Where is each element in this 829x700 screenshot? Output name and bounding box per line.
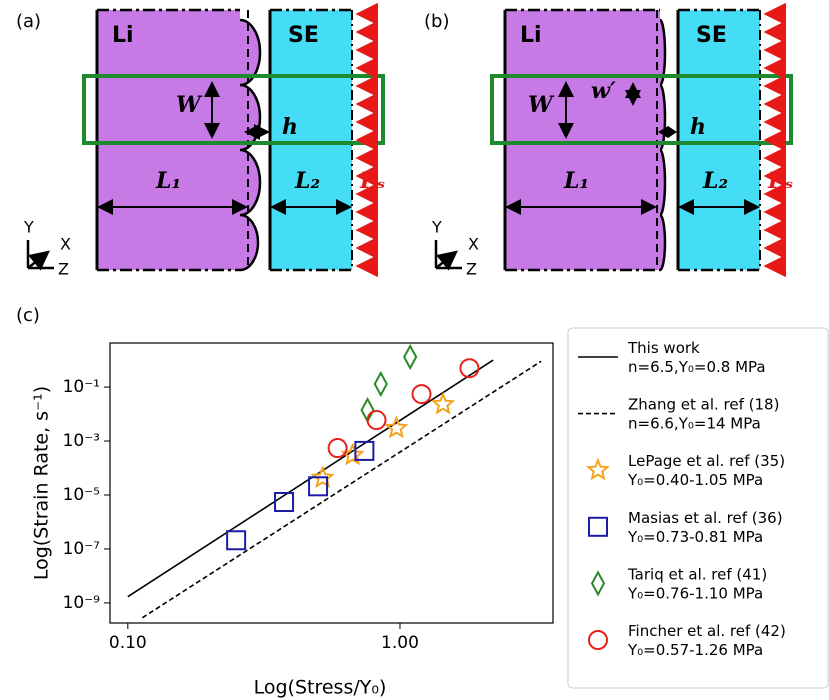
y-tick-label: 10⁻¹ [63, 377, 100, 397]
y-axis-label: Log(Strain Rate, s⁻¹) [31, 386, 53, 580]
panel-label: (a) [16, 11, 41, 32]
legend-label: LePage et al. ref (35)Y₀=0.40-1.05 MPa [627, 452, 785, 489]
label-ps: Pₛ [767, 168, 794, 194]
label-se: SE [288, 23, 319, 48]
circle-marker [460, 359, 478, 377]
label-w: W [528, 92, 555, 118]
x-tick-label: 0.10 [109, 633, 147, 653]
y-tick-label: 10⁻³ [63, 431, 100, 451]
figure: (a) W h L₁ L₂ Pₛ Li SE Y X Z (b) W w′ h … [0, 0, 829, 700]
panel-label: (b) [424, 11, 449, 32]
diamond-marker [375, 373, 387, 395]
circle-marker [413, 385, 431, 403]
panel-b: (b) W w′ h L₁ L₂ Pₛ Li SE Y X Z [424, 10, 794, 279]
circle-marker [368, 411, 386, 429]
y-tick-label: 10⁻⁷ [63, 539, 101, 559]
axis-x: X [468, 235, 479, 254]
chart: (c) Log(Stress/Y₀) Log(Strain Rate, s⁻¹)… [16, 305, 828, 699]
fit-line [128, 360, 493, 597]
x-axis-label: Log(Stress/Y₀) [254, 677, 387, 699]
axis-x: X [60, 235, 71, 254]
y-tick-label: 10⁻⁵ [63, 485, 100, 505]
label-l1: L₁ [563, 168, 589, 194]
circle-marker [329, 439, 347, 457]
diamond-marker [404, 346, 416, 368]
axes-icon [436, 240, 462, 268]
axis-z: Z [466, 260, 477, 279]
label-ps: Pₛ [359, 168, 386, 194]
label-l2: L₂ [294, 168, 320, 194]
label-l2: L₂ [702, 168, 728, 194]
label-l1: L₁ [155, 168, 181, 194]
label-w: W [176, 92, 203, 118]
fit-line [142, 361, 541, 618]
label-li: Li [520, 23, 542, 48]
li-region [505, 10, 665, 270]
se-region [270, 10, 352, 270]
se-region [678, 10, 760, 270]
axis-z: Z [58, 260, 69, 279]
star-marker [387, 418, 406, 436]
label-li: Li [112, 23, 134, 48]
label-se: SE [696, 23, 727, 48]
legend-label: Zhang et al. ref (18)n=6.6,Y₀=14 MPa [628, 395, 779, 432]
square-marker [227, 531, 245, 549]
li-region [97, 10, 260, 270]
label-h: h [282, 114, 298, 140]
pressure-arrows [766, 14, 786, 266]
axes-icon [28, 240, 54, 268]
legend-label: Masias et al. ref (36)Y₀=0.73-0.81 MPa [627, 508, 783, 545]
pressure-arrows [358, 14, 378, 266]
y-tick-label: 10⁻⁹ [63, 593, 101, 613]
legend-label: Tariq et al. ref (41)Y₀=0.76-1.10 MPa [627, 565, 767, 602]
axis-y: Y [431, 218, 442, 237]
x-tick-label: 1.00 [381, 633, 419, 653]
panel-label: (c) [16, 305, 40, 326]
panel-a: (a) W h L₁ L₂ Pₛ Li SE Y X Z [16, 10, 386, 279]
plot-frame [110, 343, 553, 623]
label-w2: w′ [591, 78, 616, 104]
label-h: h [690, 114, 706, 140]
axis-y: Y [23, 218, 34, 237]
legend-label: Fincher et al. ref (42)Y₀=0.57-1.26 MPa [627, 622, 786, 659]
